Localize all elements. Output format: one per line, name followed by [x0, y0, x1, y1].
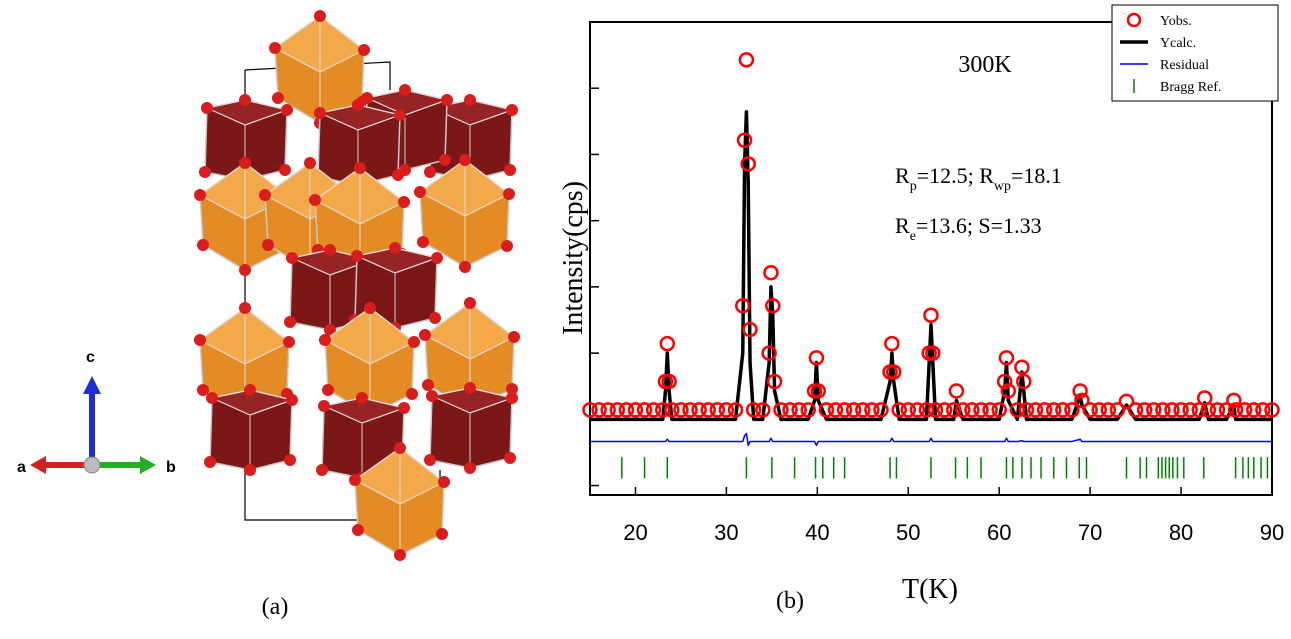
octahedron — [204, 384, 298, 476]
chart: 20 30 40 50 60 70 80 90 T(K) Intensity(cps) 300K Rp… — [558, 5, 1284, 605]
octahedron — [424, 382, 518, 474]
x-tick-label: 30 — [714, 520, 738, 545]
page: {"figure_a":{"axis_labels":{"a":"a","b":… — [0, 0, 1291, 639]
observed-point — [764, 266, 777, 279]
origin — [84, 457, 100, 473]
fit-statistics-part: =13.6; S=1.33 — [916, 213, 1042, 238]
x-tick-label: 20 — [623, 520, 647, 545]
fit-statistics: Re=13.6; S=1.33 — [895, 213, 1042, 244]
axis-label: a — [17, 459, 26, 476]
crystal-structure — [194, 10, 520, 561]
caption: (b) — [776, 588, 804, 614]
a-arrowhead — [30, 456, 46, 474]
observed-point — [925, 309, 938, 322]
figure: a b c (a) (b) 20 30 40 50 60 70 80 90 T(K) Intens… — [0, 0, 1291, 639]
axis-label: c — [86, 349, 95, 366]
x-tick-label: 70 — [1078, 520, 1102, 545]
annotation: 300K — [958, 52, 1012, 78]
axis-glyph: a b c — [17, 349, 176, 476]
x-tick-label: 60 — [987, 520, 1011, 545]
x-tick-label: 90 — [1260, 520, 1284, 545]
observed-point — [661, 337, 674, 350]
observed-point — [885, 337, 898, 350]
x-tick-label: 50 — [896, 520, 920, 545]
axis-label: b — [166, 459, 176, 476]
observed-point — [740, 53, 753, 66]
fit-statistics-part: =18.1 — [1011, 163, 1062, 188]
series-line — [590, 112, 1272, 419]
fit-statistics-part: R — [895, 163, 910, 188]
fit-statistics-part: =12.5; R — [917, 163, 995, 188]
legend-label: Residual — [1160, 58, 1209, 73]
series-line — [590, 434, 1272, 446]
caption: (a) — [262, 594, 289, 620]
c-arrowhead — [83, 376, 101, 394]
fit-statistics-part: wp — [994, 179, 1011, 194]
legend-label: Ycalc. — [1160, 36, 1196, 51]
fit-statistics-part: R — [895, 213, 910, 238]
observed-point — [950, 384, 963, 397]
b-arrowhead — [140, 456, 156, 474]
legend-label: Yobs. — [1160, 14, 1192, 29]
legend-label: Bragg Ref. — [1160, 80, 1221, 95]
x-tick-label: 40 — [805, 520, 829, 545]
x-tick-label: 80 — [1169, 520, 1193, 545]
x-axis-label: T(K) — [902, 574, 958, 605]
y-axis-label: Intensity(cps) — [558, 181, 589, 335]
fit-statistics-part: p — [910, 179, 917, 194]
fit-statistics: Rp=12.5; Rwp=18.1 — [895, 163, 1062, 194]
